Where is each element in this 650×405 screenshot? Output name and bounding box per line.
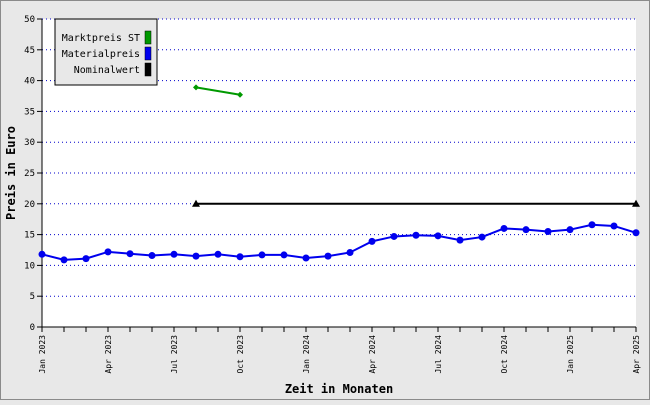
data-point	[412, 231, 420, 239]
data-point	[126, 250, 134, 258]
data-point	[82, 255, 90, 263]
legend-swatch	[144, 46, 152, 61]
data-point	[632, 229, 640, 237]
x-tick-label: Apr 2025	[632, 335, 641, 374]
y-tick-label: 45	[24, 46, 35, 56]
data-point	[236, 253, 244, 261]
y-tick-label: 10	[24, 261, 35, 271]
series-line	[41, 223, 637, 261]
data-point	[193, 84, 199, 91]
data-point	[434, 232, 442, 240]
data-point	[170, 250, 178, 258]
x-tick-label: Oct 2024	[500, 335, 509, 374]
data-point	[368, 237, 376, 245]
legend-box	[54, 18, 158, 86]
data-point	[456, 236, 464, 244]
series-materialpreis	[38, 221, 640, 264]
legend-label: Marktpreis ST	[62, 33, 140, 44]
data-point	[148, 252, 156, 260]
y-tick-label: 25	[24, 169, 35, 179]
x-tick-label: Jan 2025	[566, 335, 575, 374]
data-point	[346, 248, 354, 256]
legend-swatch	[144, 62, 152, 77]
data-point	[258, 251, 266, 259]
y-tick-label: 0	[30, 323, 35, 333]
x-tick-label: Apr 2023	[104, 335, 113, 374]
data-point	[60, 256, 68, 264]
y-tick-label: 40	[24, 77, 35, 87]
data-point	[324, 252, 332, 260]
data-point	[302, 254, 310, 262]
x-tick-label: Jul 2024	[434, 335, 443, 374]
data-point	[280, 251, 288, 259]
data-point	[544, 228, 552, 236]
y-tick-label: 5	[30, 292, 35, 302]
y-tick-label: 50	[24, 15, 35, 25]
legend: Marktpreis ST Materialpreis Nominalwert	[54, 18, 158, 86]
data-point	[237, 91, 243, 98]
x-tick-label: Apr 2024	[368, 335, 377, 374]
y-ticks: 0 5 10 15 20 25 30 35 40 45 50	[24, 15, 42, 333]
x-tick-label: Oct 2023	[236, 335, 245, 374]
x-tick-label: Jul 2023	[170, 335, 179, 374]
y-tick-label: 35	[24, 107, 35, 117]
data-point	[192, 199, 200, 207]
legend-label: Nominalwert	[74, 65, 140, 76]
data-point	[390, 232, 398, 240]
y-axis-label: Preis in Euro	[4, 126, 18, 220]
data-point	[38, 250, 46, 258]
data-point	[500, 224, 508, 232]
y-tick-label: 30	[24, 138, 35, 148]
data-point	[588, 221, 596, 229]
x-tick-label: Jan 2024	[302, 335, 311, 374]
series-lines	[38, 84, 640, 264]
data-point	[478, 233, 486, 241]
x-tick-label: Jan 2023	[38, 335, 47, 374]
series-line	[195, 86, 241, 96]
legend-swatch	[144, 30, 152, 45]
data-point	[104, 248, 112, 256]
data-point	[566, 226, 574, 234]
data-point	[192, 252, 200, 260]
x-axis-label: Zeit in Monaten	[285, 382, 393, 396]
y-tick-label: 15	[24, 231, 35, 241]
legend-label: Materialpreis	[62, 49, 140, 60]
data-point	[610, 222, 618, 230]
series-marktpreis-st	[193, 84, 243, 98]
series-nominalwert	[192, 199, 640, 207]
data-point	[632, 199, 640, 207]
data-point	[522, 226, 530, 234]
x-ticks: Jan 2023 Apr 2023 Jul 2023 Oct 2023 Jan 2024…	[38, 327, 641, 374]
data-point	[214, 250, 222, 258]
y-tick-label: 20	[24, 200, 35, 210]
